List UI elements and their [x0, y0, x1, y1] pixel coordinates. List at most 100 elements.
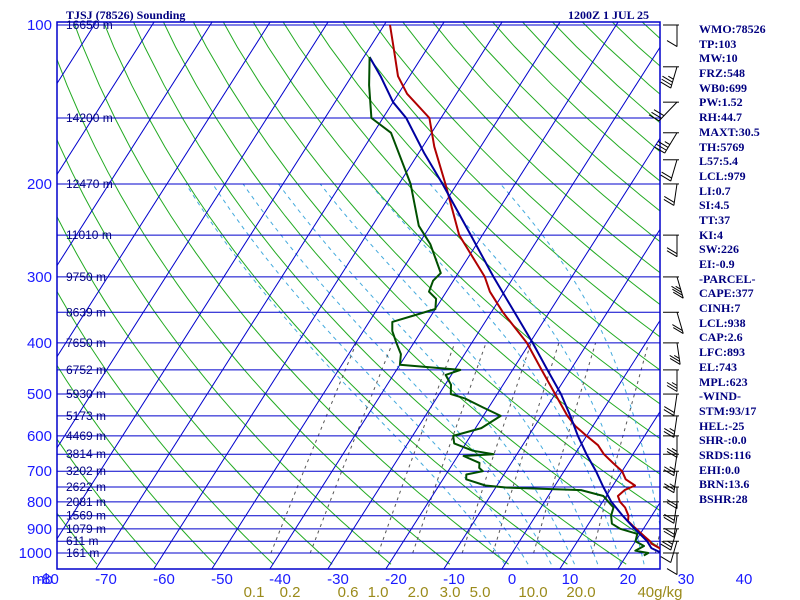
isotherm: [57, 22, 387, 540]
index-item: LFC:893: [699, 345, 745, 360]
isotherm: [559, 410, 660, 569]
barb-staff: [673, 454, 678, 476]
dry-adiabat: [57, 512, 98, 565]
barb-flag: [663, 431, 675, 438]
isotherm: [211, 22, 561, 569]
height-label: 4469 m: [66, 429, 106, 443]
isotherm: [501, 319, 660, 569]
temperature-label: -30: [327, 571, 349, 588]
index-item: MAXT:30.5: [699, 124, 760, 139]
wind-barb: [663, 276, 684, 299]
background-lines: [57, 22, 660, 565]
barb-flag: [656, 143, 667, 151]
barb-staff: [673, 471, 678, 493]
mixing-ratio-label: 10.0: [518, 584, 547, 600]
index-item: CAPE:377: [699, 286, 754, 301]
barb-half: [675, 285, 681, 290]
mixing-ratio-line: [654, 530, 660, 554]
index-item: CAP:2.6: [699, 330, 743, 345]
temperature-label: -50: [211, 571, 233, 588]
temperature-label: 40: [736, 571, 753, 588]
moist-adiabat: [278, 183, 575, 565]
wind-barb: [654, 132, 679, 154]
dry-adiabat: [57, 290, 274, 565]
barb-staff: [673, 393, 678, 416]
pressure-label: 300: [27, 269, 52, 286]
barb-half: [664, 141, 671, 146]
index-item: SHR-:0.0: [699, 433, 747, 448]
station-title: TJSJ (78526) Sounding: [66, 8, 186, 22]
temperature-label: -10: [443, 571, 465, 588]
barb-half: [669, 483, 675, 488]
barb-flag: [671, 285, 682, 293]
wind-barb: [663, 453, 679, 477]
isotherm: [153, 22, 503, 569]
isotherm: [95, 22, 445, 569]
barb-flag: [666, 448, 678, 455]
index-item: BSHR:28: [699, 492, 748, 506]
index-item: KI:4: [699, 227, 723, 242]
wind-barb: [663, 234, 679, 258]
barb-flag: [654, 146, 665, 154]
index-item: SRDS:116: [699, 447, 752, 462]
height-label: 8639 m: [66, 305, 106, 319]
height-label: 6752 m: [66, 363, 106, 377]
mixing-ratio-line: [309, 342, 393, 554]
height-label: 12470 m: [66, 177, 113, 191]
isotherm: [385, 137, 660, 569]
barb-flag: [657, 141, 669, 148]
mixing-ratio-label: 3.0: [440, 584, 461, 600]
barb-flag: [664, 428, 675, 435]
index-item: BRN:13.6: [699, 477, 750, 492]
index-item: LI:0.7: [699, 183, 731, 198]
index-item: PW:1.52: [699, 95, 743, 110]
mixing-ratio-label: 40g/kg: [637, 584, 682, 600]
barb-flag: [660, 174, 672, 182]
barb-flag: [672, 324, 683, 332]
barb-flag: [660, 556, 672, 563]
index-item: MPL:623: [699, 374, 748, 389]
barb-flag: [666, 382, 678, 389]
index-item: L57:5.4: [699, 154, 738, 169]
pressure-label: 100: [27, 17, 52, 34]
barb-flag: [669, 354, 680, 362]
height-label: 2622 m: [66, 480, 106, 494]
mixing-ratio-label: 5.0: [470, 584, 491, 600]
mixing-ratio-label: 2.0: [408, 584, 429, 600]
index-item: SI:4.5: [699, 198, 730, 213]
height-label: 5173 m: [66, 409, 106, 423]
temperature-label: 10: [562, 571, 579, 588]
moist-adiabat: [185, 183, 506, 565]
index-item: STM:93/17: [699, 403, 757, 418]
dry-adiabat: [133, 22, 627, 565]
barb-flag: [651, 111, 662, 119]
barb-flag: [662, 75, 673, 83]
pressure-label: 800: [27, 494, 52, 511]
height-label: 1569 m: [66, 509, 106, 523]
index-item: MW:10: [699, 51, 738, 66]
dewpoint-line: [368, 56, 650, 557]
mixing-ratio-label: 0.6: [338, 584, 359, 600]
barb-staff: [670, 159, 678, 182]
pressure-label: 700: [27, 463, 52, 480]
height-label: 7650 m: [66, 336, 106, 350]
isotherm: [57, 22, 329, 449]
wind-barb: [660, 540, 679, 563]
temperature-label: -60: [153, 571, 175, 588]
wind-barb: [663, 183, 679, 206]
index-item: FRZ:548: [699, 66, 745, 81]
barb-flag: [672, 327, 684, 334]
wind-barbs: [648, 24, 684, 576]
moist-adiabat: [369, 183, 622, 565]
barb-flag: [663, 486, 675, 494]
isotherm: [269, 22, 619, 569]
barb-half: [668, 75, 674, 80]
index-item: EL:743: [699, 359, 738, 374]
isotherm: [57, 22, 155, 176]
barb-flag: [666, 499, 678, 507]
barb-flag: [666, 40, 678, 48]
wind-barb: [663, 342, 681, 365]
barb-half: [669, 428, 675, 432]
